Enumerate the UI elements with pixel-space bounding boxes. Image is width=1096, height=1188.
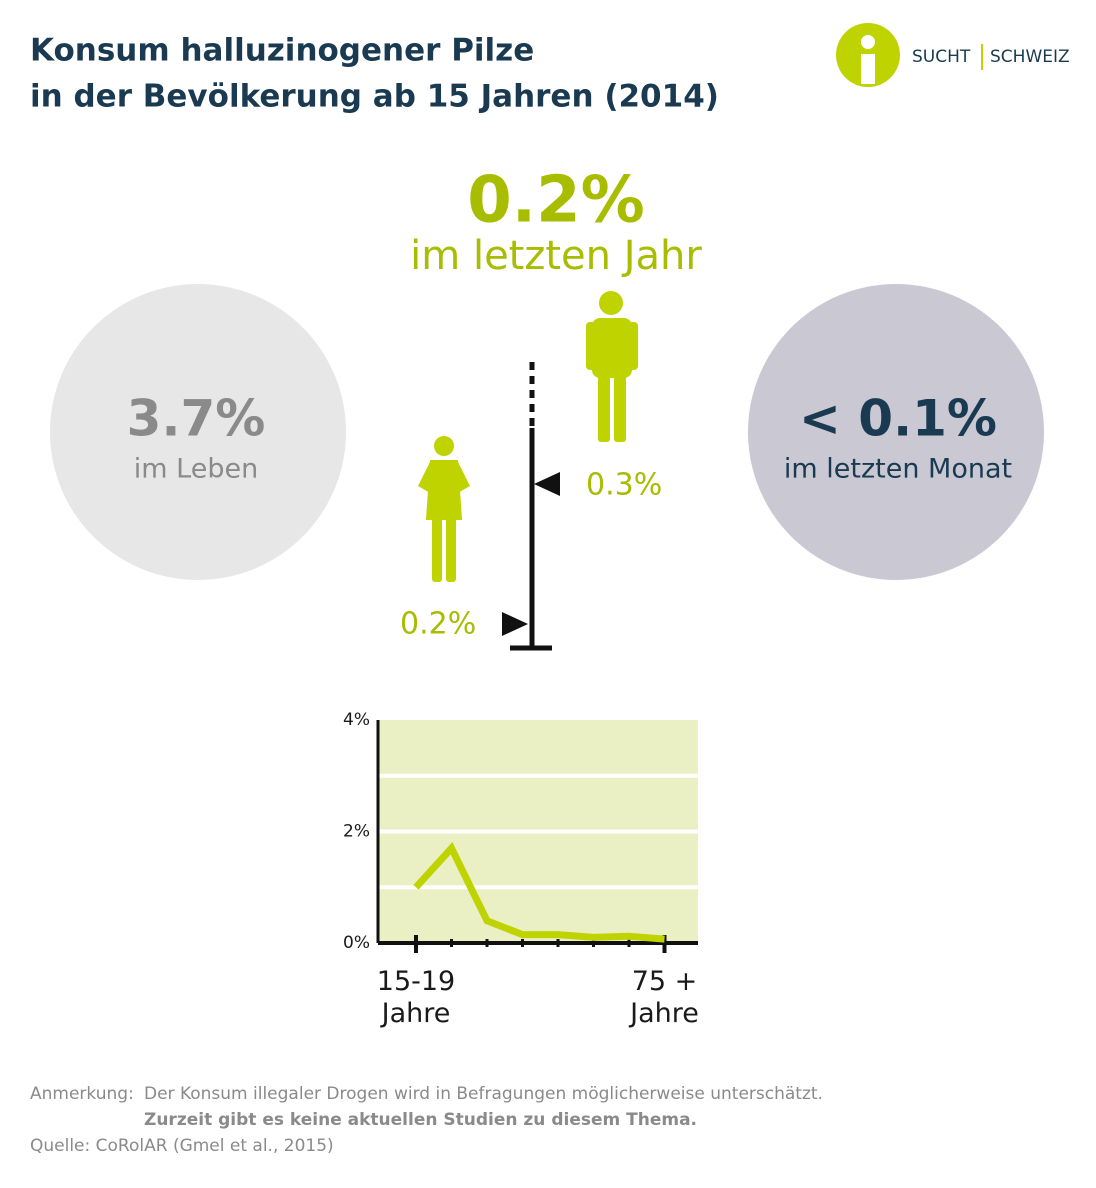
month-label: im letzten Monat <box>784 454 1012 485</box>
woman-figure <box>418 436 470 582</box>
women-pointer <box>502 612 528 636</box>
y-tick-label: 0% <box>343 933 370 953</box>
year-label: im letzten Jahr <box>410 233 702 279</box>
lifetime-circle <box>50 284 346 580</box>
y-tick-label: 2% <box>343 822 370 842</box>
x-tick-label: 75 + Jahre <box>630 966 699 1029</box>
month-circle <box>748 284 1044 580</box>
note-bold: Zurzeit gibt es keine aktuellen Studien … <box>144 1110 697 1130</box>
men-pointer <box>534 472 560 496</box>
data-line <box>413 842 665 943</box>
logo-text: SUCHT <box>912 47 971 67</box>
lifetime-label: im Leben <box>134 454 258 485</box>
x-tick-label: 15-19 Jahre <box>376 966 456 1029</box>
logo-bar <box>861 54 875 84</box>
title-line: in der Bevölkerung ab 15 Jahren (2014) <box>30 79 719 115</box>
title-line: Konsum halluzinogener Pilze <box>30 33 534 69</box>
year-value: 0.2% <box>467 164 645 238</box>
source: Quelle: CoRolAR (Gmel et al., 2015) <box>30 1136 334 1156</box>
men-value: 0.3% <box>586 468 662 503</box>
logo-text: SCHWEIZ <box>990 47 1070 67</box>
man-figure <box>586 291 638 442</box>
note-text: Der Konsum illegaler Drogen wird in Befr… <box>144 1084 823 1104</box>
women-value: 0.2% <box>400 607 476 642</box>
lifetime-value: 3.7% <box>127 390 266 448</box>
note-label: Anmerkung: <box>30 1084 134 1104</box>
logo-dot <box>861 35 875 49</box>
y-tick-label: 4% <box>343 710 370 730</box>
month-value: < 0.1% <box>799 390 997 448</box>
